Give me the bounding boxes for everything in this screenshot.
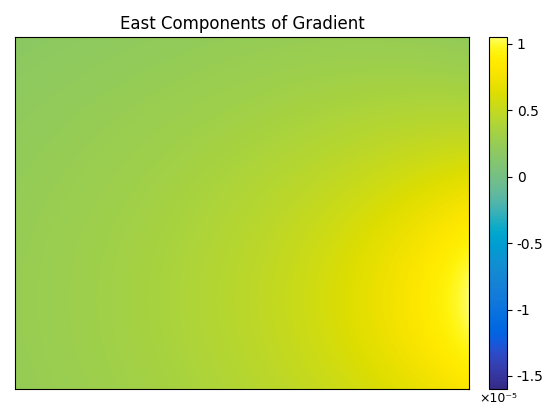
Title: East Components of Gradient: East Components of Gradient (120, 15, 365, 33)
X-axis label: ×10⁻⁵: ×10⁻⁵ (479, 392, 517, 405)
